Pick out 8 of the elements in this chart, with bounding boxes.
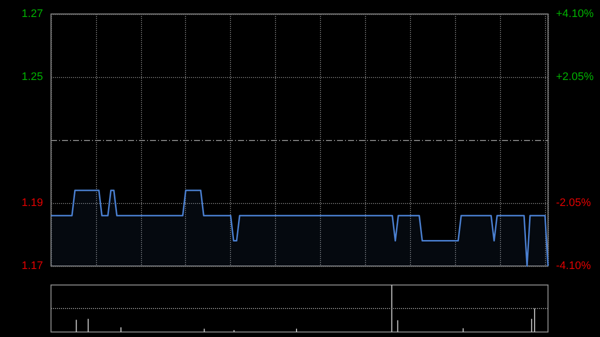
y2-tick-label: +2.05% [556,71,594,83]
y-tick-label: 1.19 [22,197,43,209]
y2-tick-label: -2.05% [556,197,592,209]
y2-tick-label: +4.10% [556,8,594,20]
y2-tick-label: -4.10% [556,260,592,272]
y-tick-label: 1.27 [22,8,43,20]
y-tick-label: 1.25 [22,71,43,83]
y-tick-label: 1.17 [22,260,43,272]
